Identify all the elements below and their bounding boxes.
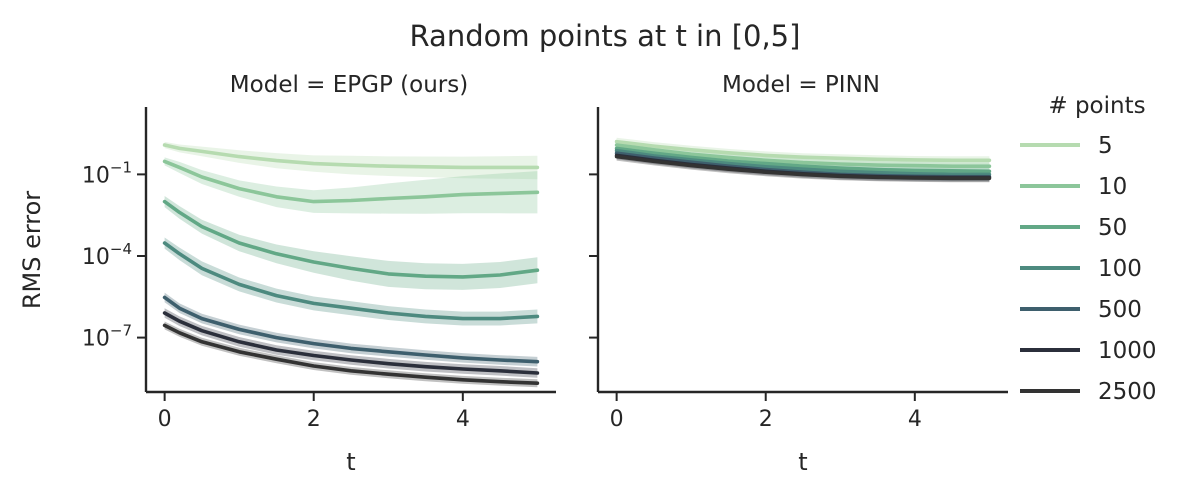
series-line-100	[162, 241, 540, 321]
series-band-5	[164, 141, 538, 180]
x-tick-label: 0	[158, 407, 172, 432]
x-tick-label: 2	[759, 407, 773, 432]
panel-2-subtitle: Model = PINN	[722, 72, 880, 98]
legend-item-500: 500	[1020, 297, 1142, 323]
y-tick-label: 10−7	[82, 322, 132, 352]
legend-label: 10	[1098, 174, 1127, 200]
y-tick-label: 10−1	[82, 158, 132, 188]
panel-1: 0 2 4 10−1 10−4 10−7	[82, 107, 556, 432]
series-line-10	[162, 159, 540, 204]
legend-item-1000: 1000	[1020, 338, 1157, 364]
legend-label: 2500	[1098, 379, 1157, 405]
chart-title: Random points at t in [0,5]	[410, 19, 801, 53]
panel-2: 0 2 4	[589, 107, 1008, 432]
series-line-500	[162, 295, 540, 364]
series-line-5	[614, 139, 992, 163]
series-line-5	[162, 143, 540, 170]
panel-2-x-axis-label: t	[798, 448, 807, 476]
plot-area: 0 2 4 10−1 10−4 10−7 0 2 4	[82, 107, 1008, 432]
series-band-10	[616, 141, 990, 171]
x-tick-label: 0	[610, 407, 624, 432]
legend-label: 50	[1098, 215, 1127, 241]
y-tick-label: 10−4	[82, 240, 132, 270]
series-band-50	[164, 196, 538, 290]
series-line-10	[614, 143, 992, 168]
series-band-5	[616, 137, 990, 165]
series-line-50	[614, 146, 992, 174]
x-tick-label: 4	[456, 407, 470, 432]
series-line-100	[614, 148, 992, 177]
legend-label: 5	[1098, 133, 1113, 159]
x-tick-label: 2	[307, 407, 321, 432]
legend-item-10: 10	[1020, 174, 1127, 200]
series-line-50	[162, 199, 540, 279]
legend-title: # points	[1048, 93, 1145, 119]
series-line-1000	[162, 311, 540, 375]
x-tick-label: 4	[908, 407, 922, 432]
panel-1-subtitle: Model = EPGP (ours)	[230, 72, 468, 98]
legend-item-50: 50	[1020, 215, 1127, 241]
panel-1-x-axis-label: t	[346, 448, 355, 476]
series-line-2500	[162, 323, 540, 385]
series-band-10	[164, 157, 538, 214]
series-line-2500	[614, 154, 992, 181]
legend-item-100: 100	[1020, 256, 1142, 282]
legend-item-2500: 2500	[1020, 379, 1157, 405]
legend-label: 1000	[1098, 338, 1157, 364]
legend: 5 10 50 100 500 1000 2500	[1020, 133, 1157, 405]
series-band-50	[616, 144, 990, 176]
legend-item-5: 5	[1020, 133, 1113, 159]
legend-label: 500	[1098, 297, 1142, 323]
y-axis-label: RMS error	[18, 191, 46, 309]
legend-label: 100	[1098, 256, 1142, 282]
